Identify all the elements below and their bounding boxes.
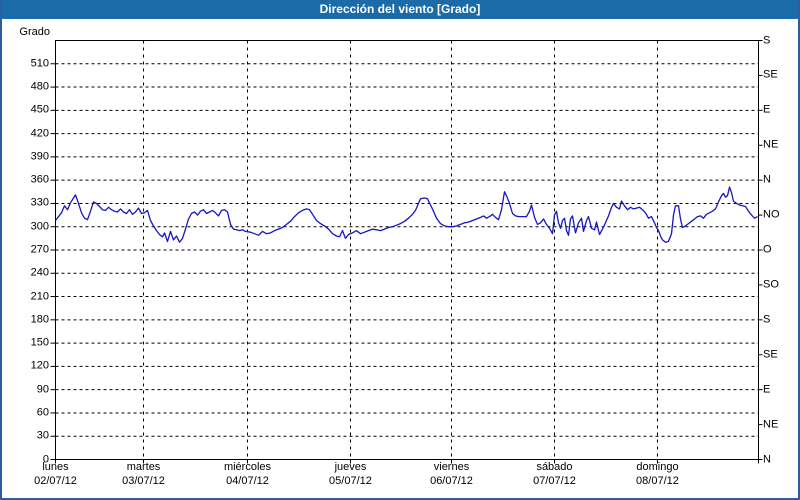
plot-area-border [55,40,759,460]
day-label: sábado [536,461,573,473]
y-axis-tick-label: 420 [30,127,49,140]
compass-tick-label: N [763,173,771,186]
y-axis-tick-label: 90 [36,383,49,396]
compass-tick-label: E [763,383,771,396]
wind-direction-line [54,186,758,243]
y-axis-tick-label: 180 [30,313,49,326]
frame-border-right [798,0,800,500]
day-label: miércoles [223,461,272,473]
date-label: 04/07/12 [226,475,269,487]
day-label: domingo [636,461,679,473]
y-axis-tick-label: 120 [30,359,49,372]
y-axis-tick-label: 390 [30,150,49,163]
y-axis-tick-label: 510 [30,57,49,70]
y-axis-tick-label: 240 [30,266,49,279]
compass-tick-label: SE [763,348,778,361]
y-axis-tick-label: 270 [30,243,49,256]
compass-tick-label: NE [763,418,779,431]
y-axis-tick-label: 30 [36,429,49,442]
frame-border-left [0,0,2,500]
date-label: 05/07/12 [329,475,372,487]
date-label: 02/07/12 [34,475,77,487]
y-axis-tick-label: 360 [30,173,49,186]
y-axis-tick-label: 300 [30,220,49,233]
y-axis-tick-label: 480 [30,80,49,93]
compass-tick-label: E [763,103,771,116]
frame-border-bottom [0,498,800,500]
date-label: 07/07/12 [533,475,576,487]
date-label: 06/07/12 [430,475,473,487]
compass-tick-label: S [763,313,771,326]
day-label: viernes [433,461,470,473]
y-axis-tick-label: 330 [30,196,49,209]
compass-tick-label: N [763,453,771,465]
date-label: 08/07/12 [636,475,679,487]
chart-title-bar: Dirección del viento [Grado] [0,0,800,19]
compass-tick-label: SE [763,68,778,81]
y-axis-tick-label: 0 [42,453,49,465]
y-axis-tick-label: 210 [30,290,49,303]
date-label: 03/07/12 [122,475,165,487]
y-axis-tick-label: 150 [30,336,49,349]
y-axis-tick-label: 450 [30,103,49,116]
compass-tick-label: NO [763,208,780,221]
compass-tick-label: O [763,243,772,256]
y-axis-tick-label: 60 [36,406,49,419]
chart-title: Dirección del viento [Grado] [319,2,481,16]
day-label: lunes [42,461,69,473]
day-label: jueves [334,461,367,473]
compass-tick-label: S [763,34,771,46]
compass-tick-label: SO [763,278,779,291]
y-axis-title: Grado [19,26,50,38]
day-label: martes [126,461,161,473]
compass-tick-label: NE [763,138,779,151]
